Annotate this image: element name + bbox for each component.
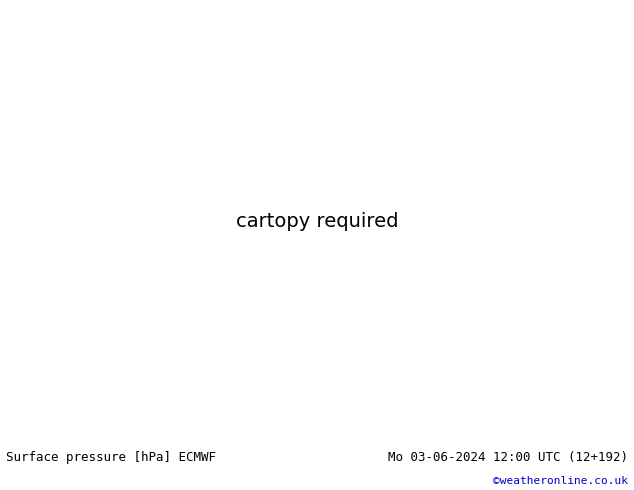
Text: cartopy required: cartopy required: [236, 212, 398, 231]
Text: Mo 03-06-2024 12:00 UTC (12+192): Mo 03-06-2024 12:00 UTC (12+192): [387, 451, 628, 464]
Text: ©weatheronline.co.uk: ©weatheronline.co.uk: [493, 476, 628, 486]
Text: Surface pressure [hPa] ECMWF: Surface pressure [hPa] ECMWF: [6, 451, 216, 464]
